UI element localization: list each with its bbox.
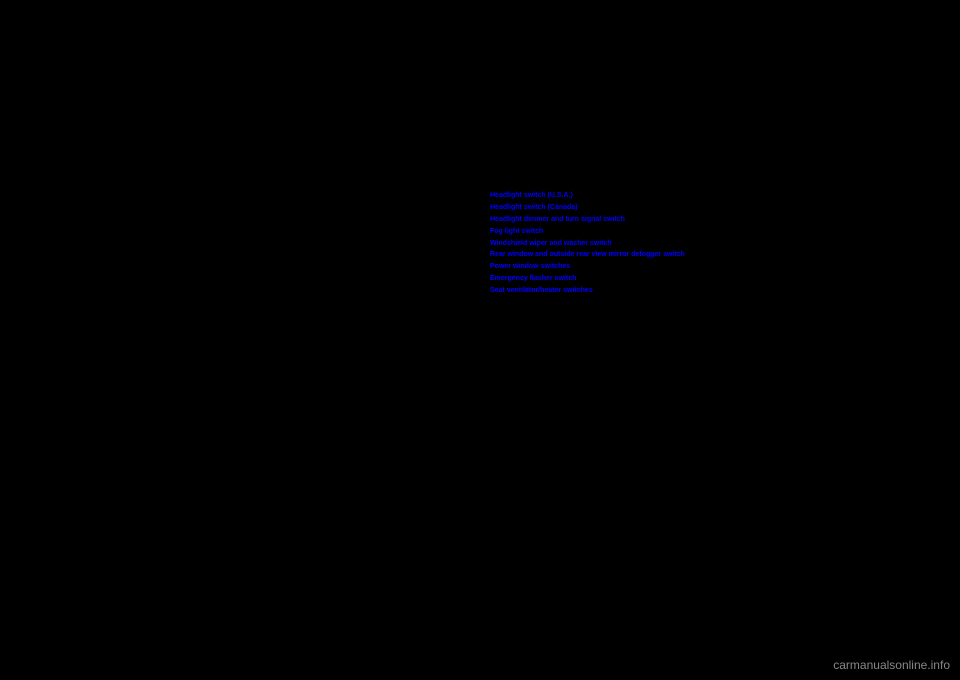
link-windshield-wiper[interactable]: Windshield wiper and washer switch bbox=[490, 238, 685, 250]
link-headlight-dimmer[interactable]: Headlight dimmer and turn signal switch bbox=[490, 214, 685, 226]
link-emergency-flasher[interactable]: Emergency flasher switch bbox=[490, 273, 685, 285]
link-power-window[interactable]: Power window switches bbox=[490, 261, 685, 273]
watermark-text: carmanualsonline.info bbox=[833, 658, 950, 672]
link-rear-window-defogger[interactable]: Rear window and outside rear view mirror… bbox=[490, 249, 685, 261]
links-list: Headlight switch (U.S.A.) Headlight swit… bbox=[490, 190, 685, 297]
link-headlight-usa[interactable]: Headlight switch (U.S.A.) bbox=[490, 190, 685, 202]
link-headlight-canada[interactable]: Headlight switch (Canada) bbox=[490, 202, 685, 214]
link-seat-ventilator[interactable]: Seat ventilator/heater switches bbox=[490, 285, 685, 297]
link-fog-light[interactable]: Fog light switch bbox=[490, 226, 685, 238]
